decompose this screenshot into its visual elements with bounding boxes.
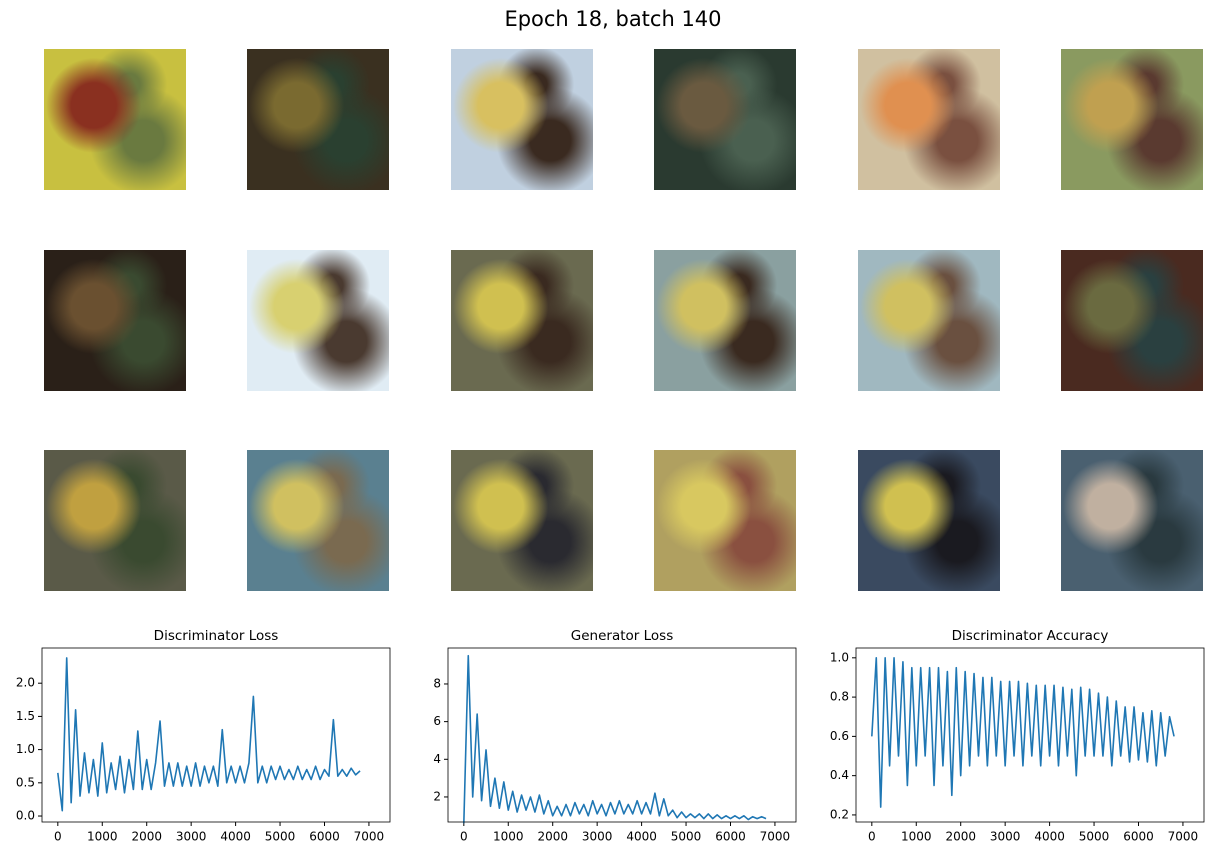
line: [871, 657, 1175, 808]
y-tick-label: 0.0: [16, 809, 35, 823]
sample-image: [451, 250, 593, 391]
x-tick-label: 3000: [176, 830, 207, 844]
sample-image: [1061, 49, 1203, 190]
x-tick-label: 3000: [990, 830, 1021, 844]
y-tick-label: 0.8: [830, 690, 849, 704]
x-tick-label: 0: [460, 830, 468, 844]
x-tick-label: 7000: [1168, 830, 1199, 844]
figure-title: Epoch 18, batch 140: [504, 7, 721, 31]
line: [57, 657, 361, 812]
sample-image: [451, 49, 593, 190]
x-tick-label: 6000: [1123, 830, 1154, 844]
x-tick-label: 5000: [1079, 830, 1110, 844]
sample-image: [858, 450, 1000, 591]
x-tick-label: 5000: [265, 830, 296, 844]
x-tick-label: 4000: [220, 830, 251, 844]
x-tick-label: 7000: [354, 830, 385, 844]
sample-image: [451, 450, 593, 591]
sample-image: [44, 49, 186, 190]
y-tick-label: 1.0: [16, 742, 35, 756]
y-tick-label: 1.0: [830, 650, 849, 664]
x-tick-label: 1000: [493, 830, 524, 844]
sample-image: [247, 49, 389, 190]
x-tick-label: 0: [868, 830, 876, 844]
x-tick-label: 1000: [87, 830, 118, 844]
sample-image: [858, 49, 1000, 190]
axes-frame: [447, 647, 797, 823]
sample-image: [44, 450, 186, 591]
y-tick-label: 0.6: [830, 729, 849, 743]
x-tick-label: 3000: [582, 830, 613, 844]
sample-image: [858, 250, 1000, 391]
axes-frame: [855, 647, 1205, 823]
sample-image: [247, 450, 389, 591]
y-tick-label: 0.2: [830, 807, 849, 821]
x-tick-label: 6000: [309, 830, 340, 844]
chart-title: Generator Loss: [571, 628, 673, 644]
chart-title: Discriminator Accuracy: [952, 628, 1109, 644]
x-tick-label: 2000: [131, 830, 162, 844]
sample-image: [654, 250, 796, 391]
y-tick-label: 1.5: [16, 709, 35, 723]
y-tick-label: 2.0: [16, 676, 35, 690]
sample-image: [1061, 450, 1203, 591]
x-tick-label: 2000: [945, 830, 976, 844]
axes-frame: [41, 647, 391, 823]
y-tick-label: 4: [433, 752, 441, 766]
y-tick-label: 0.5: [16, 775, 35, 789]
x-tick-label: 4000: [1034, 830, 1065, 844]
x-tick-label: 4000: [626, 830, 657, 844]
sample-image: [654, 450, 796, 591]
x-tick-label: 7000: [760, 830, 791, 844]
chart-title: Discriminator Loss: [154, 628, 279, 644]
x-tick-label: 2000: [537, 830, 568, 844]
y-tick-label: 6: [433, 714, 441, 728]
x-tick-label: 1000: [901, 830, 932, 844]
sample-image: [44, 250, 186, 391]
sample-image: [247, 250, 389, 391]
sample-image: [654, 49, 796, 190]
x-tick-label: 5000: [671, 830, 702, 844]
y-tick-label: 2: [433, 789, 441, 803]
sample-image: [1061, 250, 1203, 391]
x-tick-label: 6000: [715, 830, 746, 844]
y-tick-label: 8: [433, 676, 441, 690]
x-tick-label: 0: [54, 830, 62, 844]
line: [463, 654, 767, 824]
y-tick-label: 0.4: [830, 768, 849, 782]
